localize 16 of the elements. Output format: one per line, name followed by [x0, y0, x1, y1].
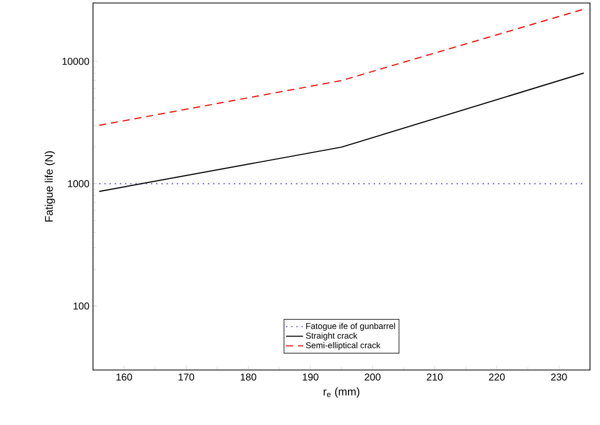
x-tick-label: 230	[551, 374, 567, 381]
y-tick-label: 10000	[62, 58, 90, 65]
y-tick-label: 1000	[68, 180, 90, 188]
x-tick-label: 160	[116, 374, 132, 381]
y-axis-title: Fatigue life (N)	[44, 151, 55, 222]
legend-label: Fatogue ife of gunbarrel	[306, 322, 395, 331]
x-tick-label: 200	[364, 374, 380, 381]
x-axis-title: r$_{e}$ (mm)	[324, 387, 360, 398]
legend-label: Straight crack	[306, 332, 358, 340]
y-tick-label: 100	[74, 302, 90, 310]
x-tick-label: 210	[426, 374, 443, 381]
x-tick-label: 220	[489, 374, 505, 381]
legend-label: Semi-elliptical crack	[306, 342, 380, 350]
x-tick-label: 180	[240, 374, 256, 381]
x-tick-label: 170	[178, 374, 194, 381]
x-tick-label: 190	[302, 374, 318, 381]
